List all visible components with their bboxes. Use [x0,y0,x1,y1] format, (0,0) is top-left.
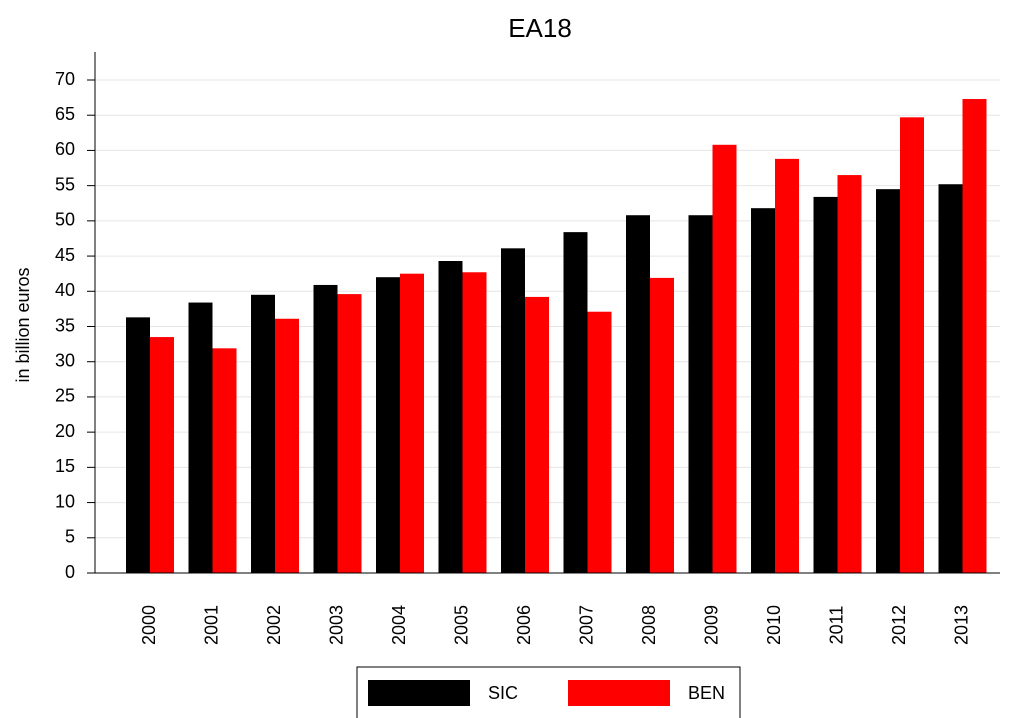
bar [813,196,838,573]
bar [751,208,775,573]
bar [150,337,174,573]
bar [212,348,237,573]
x-tick-label: 2004 [389,605,409,645]
x-tick-label: 2006 [514,605,534,645]
y-tick-label: 10 [55,491,75,511]
x-tick-label: 2008 [639,605,659,645]
x-tick-label: 2007 [576,605,596,645]
x-tick-label: 2001 [201,605,221,645]
axes: 0 5 10 15 20 25 30 35 40 45 50 55 60 65 70 2000 2001 2002… [55,52,1000,645]
legend-label: BEN [688,683,725,703]
y-tick-label: 55 [55,174,75,194]
bar [626,215,650,574]
bar [275,318,299,573]
y-tick-label: 30 [55,350,75,370]
x-tick-label: 2009 [701,605,721,645]
y-tick-label: 50 [55,210,75,230]
bar [876,189,900,573]
bars [126,99,987,574]
legend-label: SIC [488,683,518,703]
x-tick-label: 2012 [889,605,909,645]
x-tick-label: 2003 [326,605,346,645]
y-tick-label: 5 [65,527,75,547]
y-tick-label: 70 [55,69,75,89]
bar [775,158,799,573]
legend-swatch [368,680,470,706]
bar [126,317,150,573]
bar [376,277,400,573]
bar [938,184,963,573]
y-tick-label: 60 [55,139,75,159]
x-tick-label: 2005 [451,605,471,645]
bar [525,296,549,573]
bar [501,248,525,573]
x-tick-label: 2011 [826,606,846,645]
legend: SIC BEN [356,666,741,718]
bar [650,277,674,573]
y-tick-label: 15 [55,456,75,476]
y-axis-label: in billion euros [13,267,33,382]
bar [688,215,713,574]
y-tick-label: 40 [55,280,75,300]
chart-title: EA18 [508,13,572,43]
y-tick-label: 65 [55,104,75,124]
bar [313,284,338,573]
bar [712,144,737,573]
bar [900,117,924,573]
x-tick-label: 2002 [264,605,284,645]
y-tick-label: 45 [55,245,75,265]
bar [837,175,862,574]
y-tick-label: 0 [65,562,75,582]
bar [462,272,487,573]
bar [400,273,424,573]
y-tick-label: 35 [55,315,75,335]
y-tick-label: 25 [55,386,75,406]
x-tick-label: 2000 [139,605,159,645]
bar [188,302,213,573]
bar [587,311,612,573]
bar [337,294,362,573]
bar [438,261,463,573]
bar [563,232,588,573]
y-tick-label: 20 [55,421,75,441]
x-tick-label: 2010 [764,605,784,645]
legend-swatch [568,680,670,706]
x-tick-label: 2013 [951,605,971,645]
bar [962,99,987,573]
bar [251,294,275,573]
